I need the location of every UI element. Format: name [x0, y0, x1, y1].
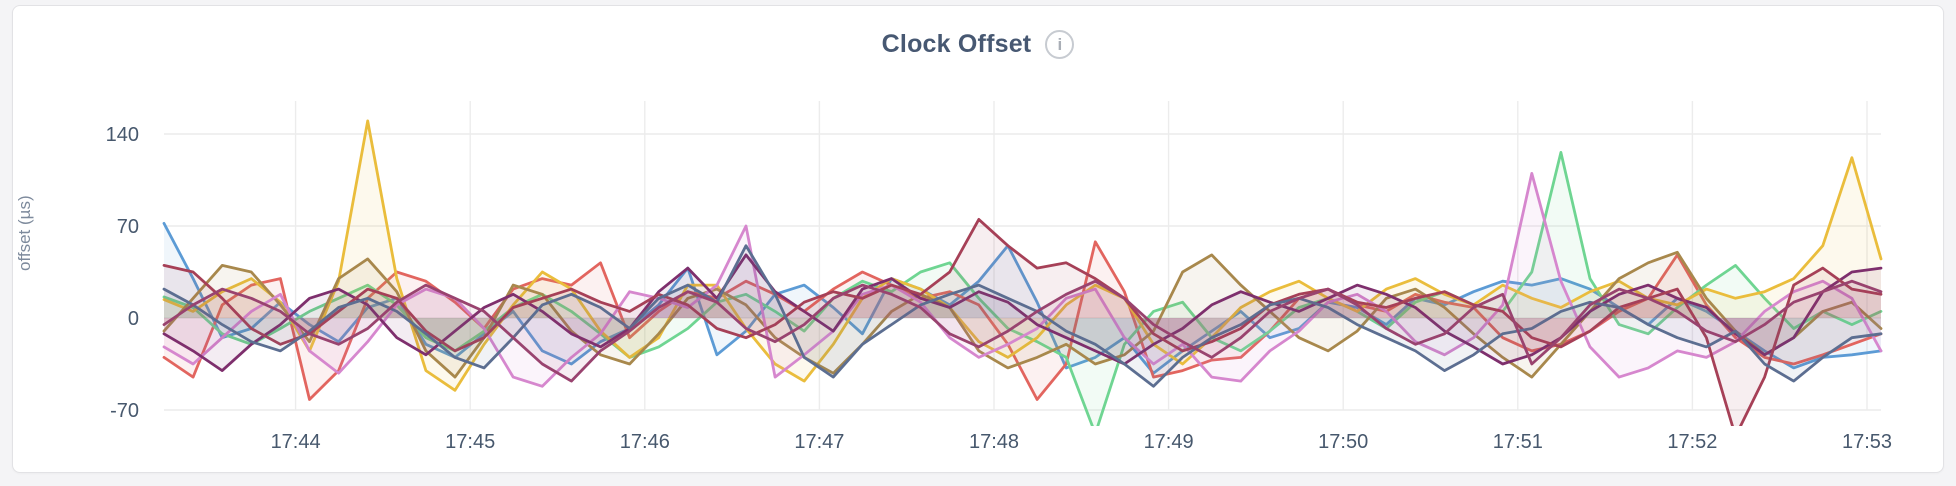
series-area-series-5: [164, 252, 1881, 378]
series-line-series-4: [162, 119, 1883, 392]
clock-offset-chart-card: Clock Offset i offset (µs) 140 70 0 -70 17:4…: [12, 5, 1944, 473]
y-tick-label: 140: [106, 124, 139, 146]
series-area-series-6: [164, 173, 1881, 387]
series-area-series-7: [164, 254, 1881, 371]
series-area-series-9: [164, 245, 1881, 387]
series-area-series-3: [164, 152, 1881, 426]
y-tick-label: -70: [110, 400, 139, 422]
chart-header: Clock Offset i: [13, 30, 1943, 59]
y-tick-label: 0: [128, 308, 139, 330]
x-tick-label: 17:45: [445, 431, 495, 453]
info-icon[interactable]: i: [1045, 30, 1075, 59]
x-tick-label: 17:53: [1842, 431, 1892, 453]
chart-svg[interactable]: 140 70 0 -70 17:44 17:45 17:46 17:47 17:48 17:49 1…: [13, 6, 1945, 474]
series-line-series-10: [162, 279, 1883, 383]
series-area-series-1: [164, 223, 1881, 374]
x-tick-label: 17:48: [969, 431, 1019, 453]
series-area-series-8: [164, 219, 1881, 426]
series-line-series-8: [162, 217, 1883, 426]
x-tick-label: 17:46: [620, 431, 670, 453]
x-tick-label: 17:47: [794, 431, 844, 453]
x-tick-label: 17:51: [1493, 431, 1543, 453]
x-tick-label: 17:49: [1144, 431, 1194, 453]
series-line-series-7: [162, 253, 1883, 373]
x-tick-label: 17:50: [1318, 431, 1368, 453]
chart-title: Clock Offset: [881, 30, 1032, 58]
series-area-series-10: [164, 281, 1881, 382]
x-tick-label: 17:52: [1667, 431, 1717, 453]
y-axis-title: offset (µs): [15, 195, 34, 271]
series-line-series-5: [162, 250, 1883, 379]
y-tick-label: 70: [117, 216, 139, 238]
x-tick-label: 17:44: [271, 431, 321, 453]
